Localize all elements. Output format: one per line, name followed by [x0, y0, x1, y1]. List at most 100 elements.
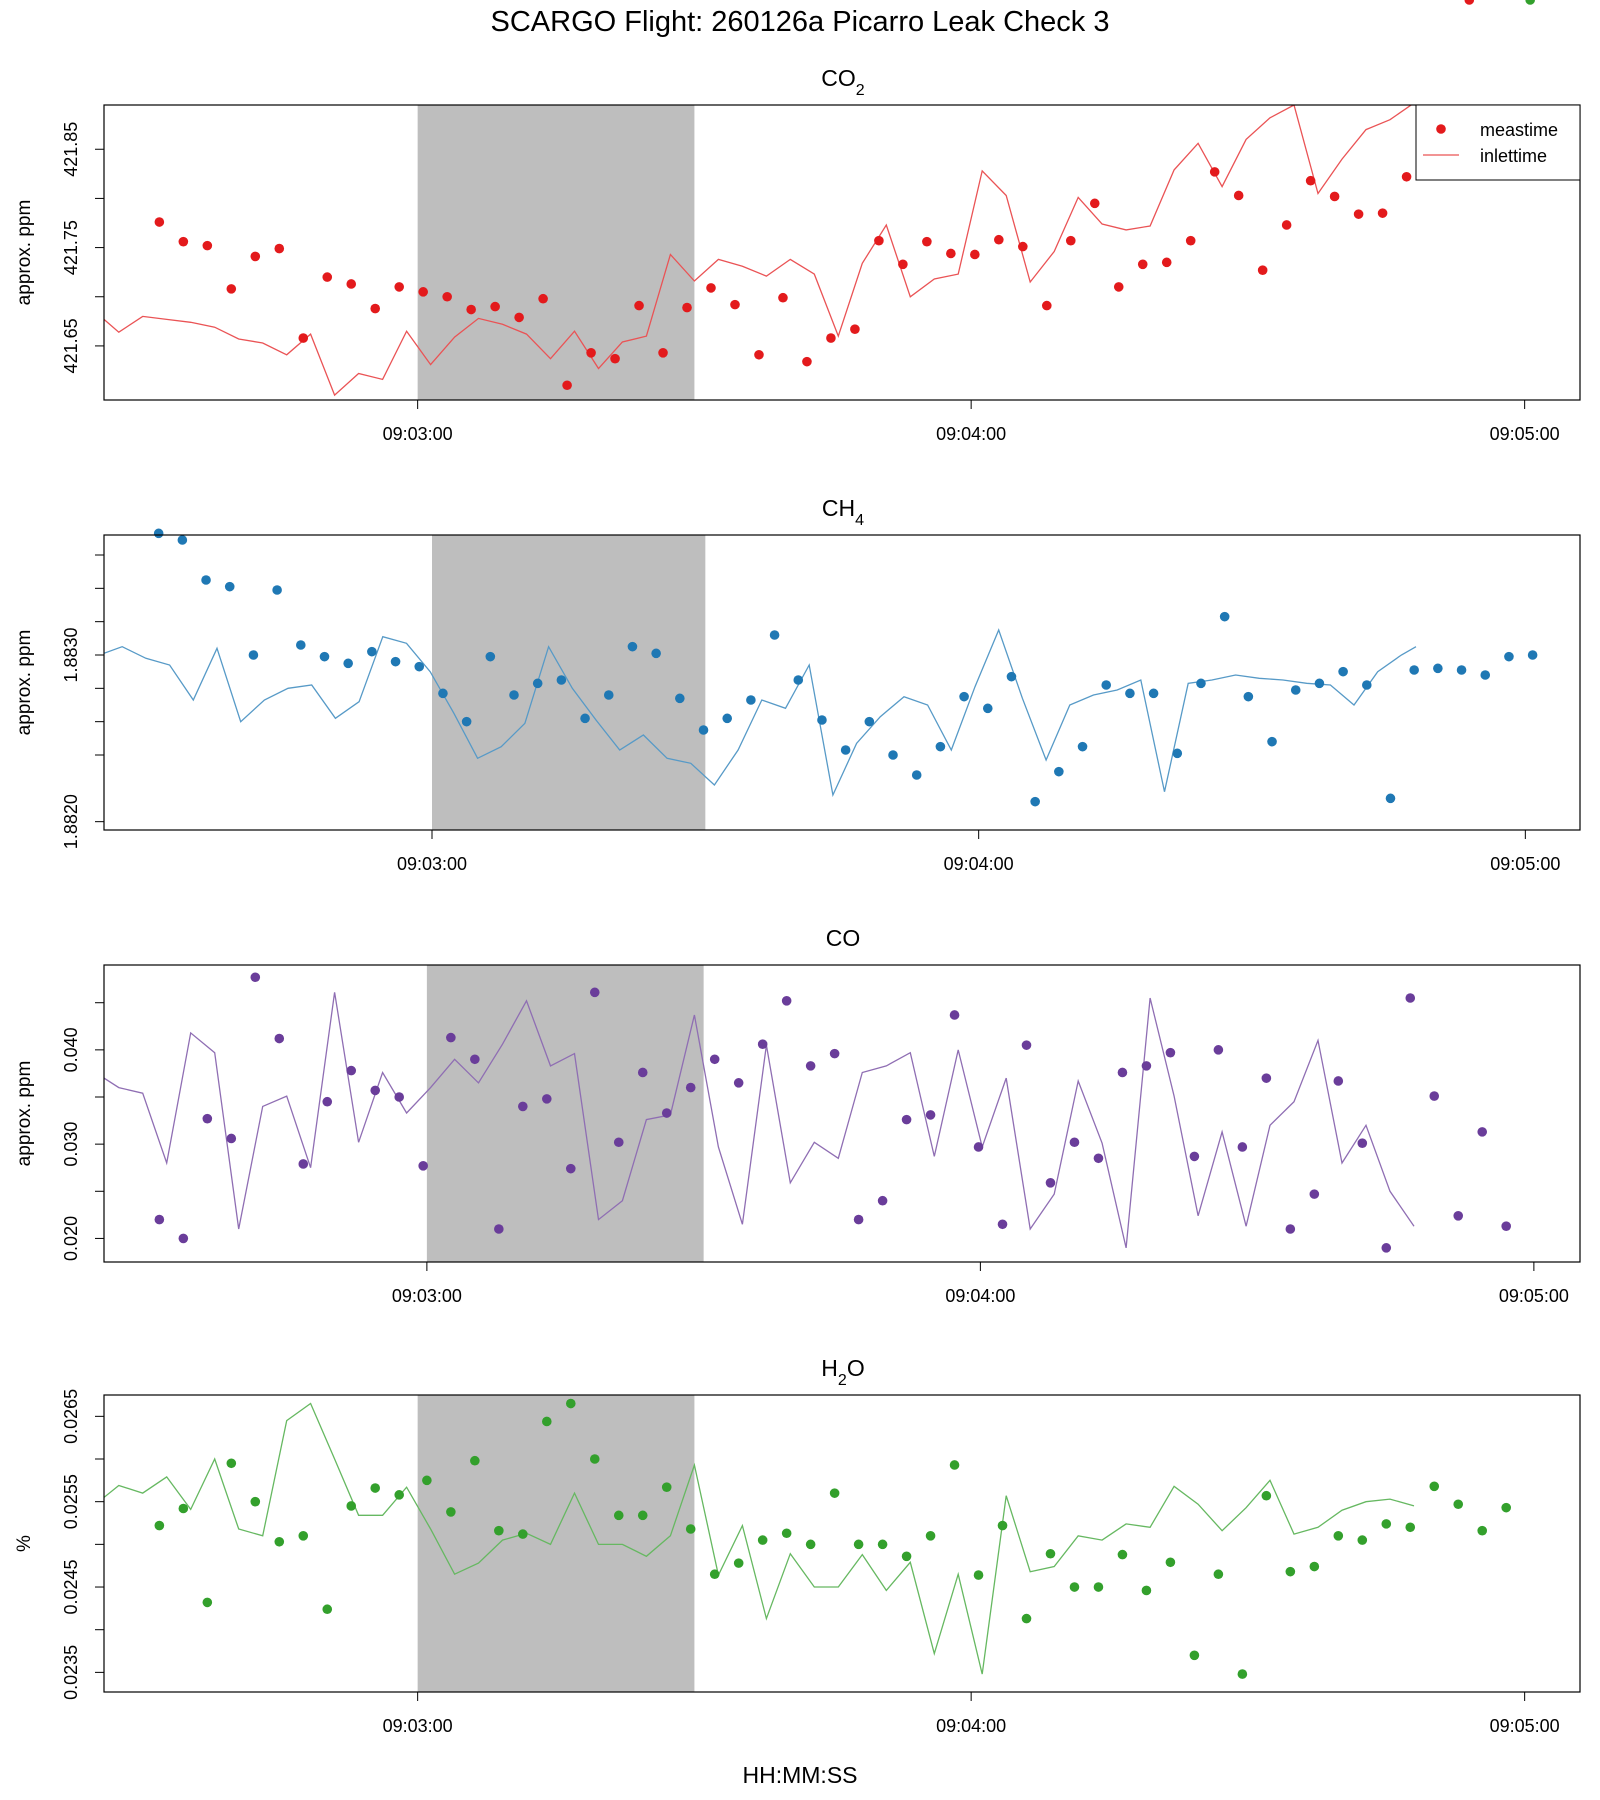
meastime-point [1006, 671, 1017, 682]
meastime-point [298, 333, 309, 343]
meastime-point [178, 1503, 189, 1514]
meastime-point [778, 292, 788, 303]
meastime-point [319, 651, 330, 662]
meastime-point [1433, 663, 1443, 674]
panel-title: CO [826, 925, 861, 951]
meastime-point [586, 348, 596, 358]
x-tick-label: 09:05:00 [1490, 1716, 1560, 1736]
x-tick-label: 09:05:00 [1490, 424, 1560, 444]
meastime-point [1137, 259, 1148, 270]
meastime-point [226, 1133, 237, 1144]
meastime-point [272, 585, 282, 595]
meastime-point [959, 691, 969, 702]
meastime-point [514, 312, 524, 323]
meastime-point [250, 251, 261, 262]
panel-4: H2O% 0.0235 0.0245 0.0255 0.0265 09:03:00 09:0… [14, 0, 1581, 1736]
meastime-point [589, 1454, 600, 1464]
meastime-point [874, 235, 884, 246]
meastime-point [565, 1163, 576, 1174]
legend-meastime-marker [1436, 124, 1446, 134]
meastime-point [370, 1483, 381, 1493]
meastime-point [922, 236, 932, 247]
meastime-point [877, 1539, 888, 1550]
meastime-point [390, 656, 401, 667]
meastime-point [982, 703, 993, 714]
meastime-point [1329, 191, 1340, 202]
meastime-point [1018, 241, 1028, 252]
meastime-point [1456, 665, 1467, 675]
meastime-point [1409, 665, 1419, 675]
meastime-point [757, 1535, 768, 1545]
meastime-point [1429, 1481, 1440, 1492]
meastime-point [888, 750, 898, 760]
x-tick-label: 09:03:00 [392, 1286, 462, 1306]
y-tick-label: 0.0265 [61, 1389, 81, 1444]
meastime-point [202, 1113, 213, 1124]
meastime-point [1237, 1669, 1248, 1679]
meastime-point [532, 678, 543, 689]
leak-check-shaded-interval [417, 1395, 695, 1692]
y-tick-label: 0.0255 [61, 1474, 81, 1529]
meastime-point [542, 1416, 552, 1427]
meastime-point [494, 1224, 504, 1234]
x-tick-label: 09:04:00 [945, 1286, 1015, 1306]
meastime-point [1477, 1525, 1488, 1536]
meastime-point [637, 1510, 648, 1521]
meastime-point [470, 1455, 480, 1466]
meastime-point [661, 1108, 672, 1118]
meastime-point [1196, 678, 1206, 689]
meastime-point [802, 356, 812, 367]
meastime-point [1385, 793, 1396, 804]
meastime-point [1377, 208, 1388, 218]
meastime-point [298, 1159, 309, 1169]
meastime-point [470, 1054, 480, 1065]
meastime-point [518, 1529, 528, 1539]
meastime-point [461, 716, 472, 727]
meastime-point [935, 741, 946, 752]
meastime-point [518, 1101, 528, 1112]
meastime-point [817, 715, 827, 725]
meastime-point [1267, 736, 1277, 747]
meastime-point [1189, 1650, 1200, 1661]
meastime-point [1309, 1189, 1320, 1199]
leak-check-shaded-interval [417, 105, 695, 400]
x-tick-label: 09:03:00 [397, 854, 467, 874]
meastime-point [224, 581, 235, 592]
meastime-point [1429, 1091, 1440, 1101]
meastime-point [733, 1078, 744, 1088]
meastime-point [853, 1539, 864, 1550]
meastime-point [946, 248, 956, 259]
x-axis-title: HH:MM:SS [742, 1762, 858, 1788]
y-tick-label: 421.75 [61, 220, 81, 275]
meastime-point [829, 1488, 840, 1498]
meastime-point [438, 688, 448, 699]
meastime-point [709, 1054, 720, 1065]
meastime-point [1219, 611, 1230, 622]
meastime-point [1213, 1569, 1224, 1580]
meastime-point [901, 1114, 912, 1125]
meastime-point [538, 293, 548, 304]
y-tick-label: 0.0245 [61, 1559, 81, 1614]
meastime-point [490, 301, 500, 312]
plot-frame [103, 104, 1581, 401]
y-axis-label: % [14, 1535, 35, 1552]
meastime-point [1261, 1073, 1272, 1083]
meastime-point [394, 282, 405, 292]
x-tick-label: 09:04:00 [936, 1716, 1006, 1736]
panel-2: CH4 approx. ppm 1.8820 1.8830 09:03:00 09:04:… [14, 495, 1581, 874]
meastime-point [682, 302, 692, 313]
meastime-point [274, 243, 285, 254]
meastime-point [637, 1067, 648, 1078]
y-tick-label: 0.020 [61, 1216, 81, 1261]
meastime-point [1405, 1522, 1416, 1533]
meastime-point [178, 1233, 189, 1244]
leak-check-shaded-interval [426, 965, 704, 1262]
meastime-point [1117, 1549, 1128, 1560]
meastime-point [274, 1536, 285, 1547]
meastime-point [973, 1142, 984, 1152]
meastime-point [1314, 678, 1325, 689]
meastime-point [1125, 688, 1135, 699]
meastime-point [226, 284, 237, 294]
panel-1: CO2 approx. ppm 421.65 421.75 421.85 09:03:00… [14, 0, 1581, 444]
inlettime-series-line [104, 105, 1413, 397]
